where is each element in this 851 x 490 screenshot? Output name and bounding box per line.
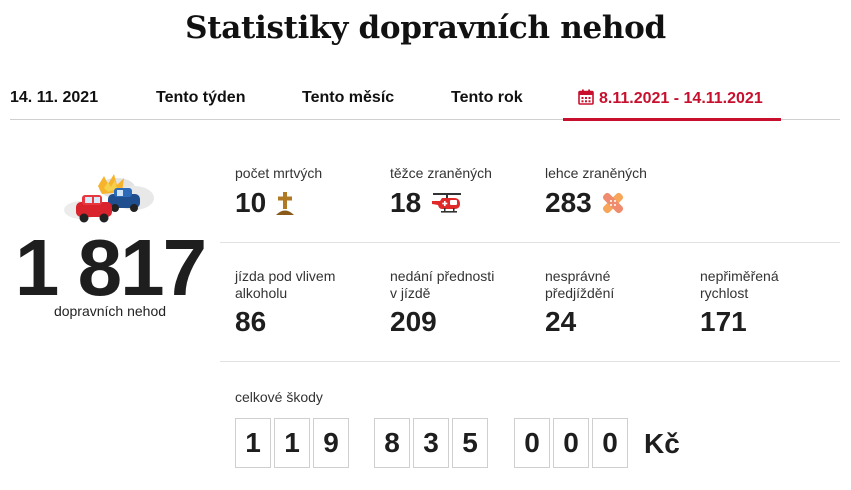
stat-speeding-label-line2: rychlost — [700, 285, 749, 301]
divider — [220, 242, 840, 243]
stat-alcohol: jízda pod vlivem alkoholu 86 — [235, 268, 335, 337]
stat-lightly-injured-value: 283 — [545, 187, 592, 218]
stat-alcohol-label-line2: alkoholu — [235, 285, 288, 301]
stat-overtaking-label-line2: předjíždění — [545, 285, 615, 301]
damage-digit: 3 — [413, 418, 449, 468]
stat-lightly-injured: lehce zraněných 283 — [545, 165, 647, 218]
stat-deaths-value: 10 — [235, 187, 267, 218]
stat-right-of-way: nedání přednosti v jízdě 209 — [390, 268, 494, 337]
active-tab-indicator — [563, 118, 781, 121]
stat-seriously-injured-value: 18 — [390, 187, 422, 218]
tab-this-year[interactable]: Tento rok — [451, 89, 523, 106]
tab-custom-range-label: 8.11.2021 - 14.11.2021 — [599, 90, 763, 107]
tab-this-week[interactable]: Tento týden — [156, 89, 246, 106]
stat-overtaking-value: 24 — [545, 306, 577, 337]
total-accidents-count: 1 817 — [14, 223, 207, 312]
stat-deaths: počet mrtvých 10 — [235, 165, 322, 218]
rescue-helicopter-icon — [431, 193, 461, 213]
stat-overtaking-label-line1: nesprávné — [545, 268, 611, 284]
total-accidents-label: dopravních nehod — [53, 303, 167, 319]
tab-custom-range[interactable]: 8.11.2021 - 14.11.2021 — [578, 89, 763, 108]
stat-seriously-injured-label: těžce zraněných — [390, 165, 492, 181]
accident-summary: 1 817 dopravních nehod — [0, 160, 220, 330]
calendar-icon — [578, 89, 594, 105]
damage-digit: 8 — [374, 418, 410, 468]
damage-currency: Kč — [644, 428, 680, 459]
damage-digit: 0 — [514, 418, 550, 468]
damage-digit: 5 — [452, 418, 488, 468]
tab-this-month[interactable]: Tento měsíc — [302, 89, 395, 106]
damage-digit: 0 — [553, 418, 589, 468]
stat-speeding: nepřiměřená rychlost 171 — [700, 268, 779, 337]
stat-alcohol-label-line1: jízda pod vlivem — [235, 268, 336, 284]
car-crash-icon — [64, 174, 154, 223]
damage-digit: 1 — [274, 418, 310, 468]
stat-speeding-label-line1: nepřiměřená — [700, 268, 779, 284]
stat-speeding-value: 171 — [700, 306, 747, 337]
period-tabs: 14. 11. 2021 Tento týden Tento měsíc Ten… — [10, 80, 840, 121]
divider — [220, 361, 840, 362]
bandage-icon — [603, 192, 624, 214]
stat-alcohol-value: 86 — [235, 306, 267, 337]
damage-digit: 1 — [235, 418, 271, 468]
total-damage-label: celkové škody — [235, 389, 323, 405]
stat-lightly-injured-label: lehce zraněných — [545, 165, 647, 181]
damage-digit: 9 — [313, 418, 349, 468]
stat-seriously-injured: těžce zraněných 18 — [390, 165, 492, 218]
tab-today[interactable]: 14. 11. 2021 — [10, 89, 99, 106]
stat-right-of-way-value: 209 — [390, 306, 437, 337]
stat-right-of-way-label-line2: v jízdě — [390, 285, 431, 301]
stat-right-of-way-label-line1: nedání přednosti — [390, 268, 495, 284]
page-title: Statistiky dopravních nehod — [185, 10, 666, 46]
grave-cross-icon — [275, 192, 294, 215]
stat-overtaking: nesprávné předjíždění 24 — [545, 268, 614, 337]
damage-digit: 0 — [592, 418, 628, 468]
stat-deaths-label: počet mrtvých — [235, 165, 323, 181]
